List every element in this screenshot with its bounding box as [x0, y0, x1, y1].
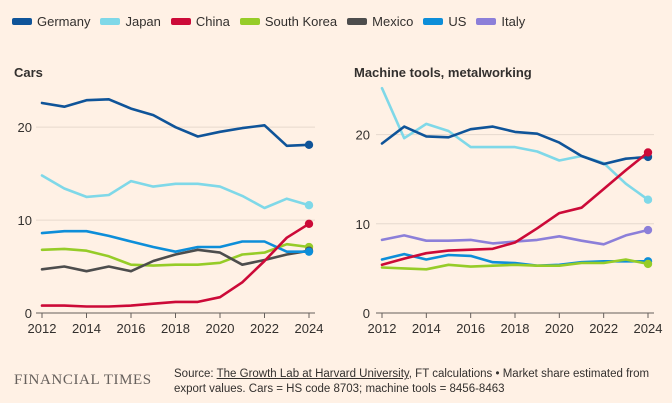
chart-machine-tools: 0 10 20 2012 2014 2016 2018 2020 2022 2024	[356, 86, 663, 336]
legend-label: Germany	[37, 14, 91, 29]
x-tick-label: 2012	[368, 321, 397, 336]
legend-item-germany: Germany	[12, 14, 90, 29]
x-tick-label: 2020	[545, 321, 574, 336]
legend-item-mexico: Mexico	[347, 14, 413, 29]
legend-swatch	[423, 18, 444, 25]
legend-label: US	[448, 14, 467, 29]
series-line-us	[380, 252, 650, 268]
series-endpoint-south-korea	[643, 259, 653, 269]
y-tick-label: 0	[363, 306, 370, 321]
source-link[interactable]: The Growth Lab at Harvard University	[216, 368, 409, 380]
y-tick-label: 10	[18, 213, 32, 228]
legend-label: South Korea	[264, 14, 338, 29]
y-tick-label: 0	[25, 306, 32, 321]
series-line-germany	[40, 98, 311, 148]
chart-title-machine-tools: Machine tools, metalworking	[354, 65, 532, 80]
legend-swatch	[170, 18, 191, 25]
x-tick-label: 2020	[206, 321, 235, 336]
x-tick-label: 2024	[634, 321, 663, 336]
series-line-china	[40, 222, 311, 308]
source-prefix: Source:	[174, 368, 217, 380]
series-endpoint-china	[304, 219, 314, 228]
legend-swatch	[239, 18, 260, 25]
series-endpoint-italy	[643, 225, 653, 235]
y-tick-label: 10	[356, 217, 370, 232]
series-line-japan	[40, 174, 311, 210]
legend-item-china: China	[170, 14, 230, 29]
ft-logo: FINANCIAL TIMES	[14, 372, 152, 388]
x-tick-label: 2016	[117, 321, 146, 336]
legend-item-south-korea: South Korea	[239, 14, 338, 29]
source-note: Source: The Growth Lab at Harvard Univer…	[174, 367, 654, 397]
y-tick-label: 20	[356, 128, 370, 143]
legend-label: Mexico	[372, 14, 414, 29]
series-endpoint-us	[304, 247, 314, 256]
x-tick-label: 2018	[161, 321, 190, 336]
x-tick-label: 2014	[412, 321, 441, 336]
y-tick-label: 20	[18, 120, 32, 135]
series-line-mexico	[40, 248, 311, 273]
x-tick-label: 2012	[28, 321, 57, 336]
series-endpoint-germany	[304, 140, 314, 150]
chart-cars: 0 10 20 2012 2014 2016 2018 2020 2022 2024	[18, 98, 324, 336]
series-endpoint-china	[643, 148, 653, 157]
series-line-china	[380, 151, 650, 267]
legend-label: China	[195, 14, 230, 29]
legend-item-us: US	[423, 14, 466, 29]
series-line-south-korea	[40, 242, 311, 267]
legend-swatch	[476, 18, 497, 25]
series-line-south-korea	[380, 258, 650, 271]
x-tick-label: 2022	[250, 321, 279, 336]
x-tick-label: 2016	[456, 321, 485, 336]
x-tick-label: 2022	[589, 321, 618, 336]
legend-label: Japan	[125, 14, 161, 29]
series-endpoint-japan	[643, 195, 653, 204]
x-tick-label: 2014	[72, 321, 101, 336]
legend-swatch	[12, 18, 32, 25]
legend-item-japan: Japan	[100, 14, 161, 29]
x-tick-label: 2024	[295, 321, 324, 336]
legend-item-italy: Italy	[476, 14, 525, 29]
series-line-us	[40, 229, 311, 253]
series-line-japan	[380, 86, 650, 201]
chart-title-cars: Cars	[14, 65, 43, 80]
series-endpoint-japan	[304, 201, 314, 210]
legend-swatch	[100, 18, 121, 25]
x-tick-label: 2018	[501, 321, 530, 336]
source-rest: , FT calculations • Market share estimat…	[174, 368, 650, 395]
legend: Germany Japan China South Korea Mexico US Ital…	[12, 14, 662, 29]
series-line-germany	[380, 125, 650, 166]
legend-swatch	[347, 18, 368, 25]
legend-label: Italy	[501, 14, 526, 29]
